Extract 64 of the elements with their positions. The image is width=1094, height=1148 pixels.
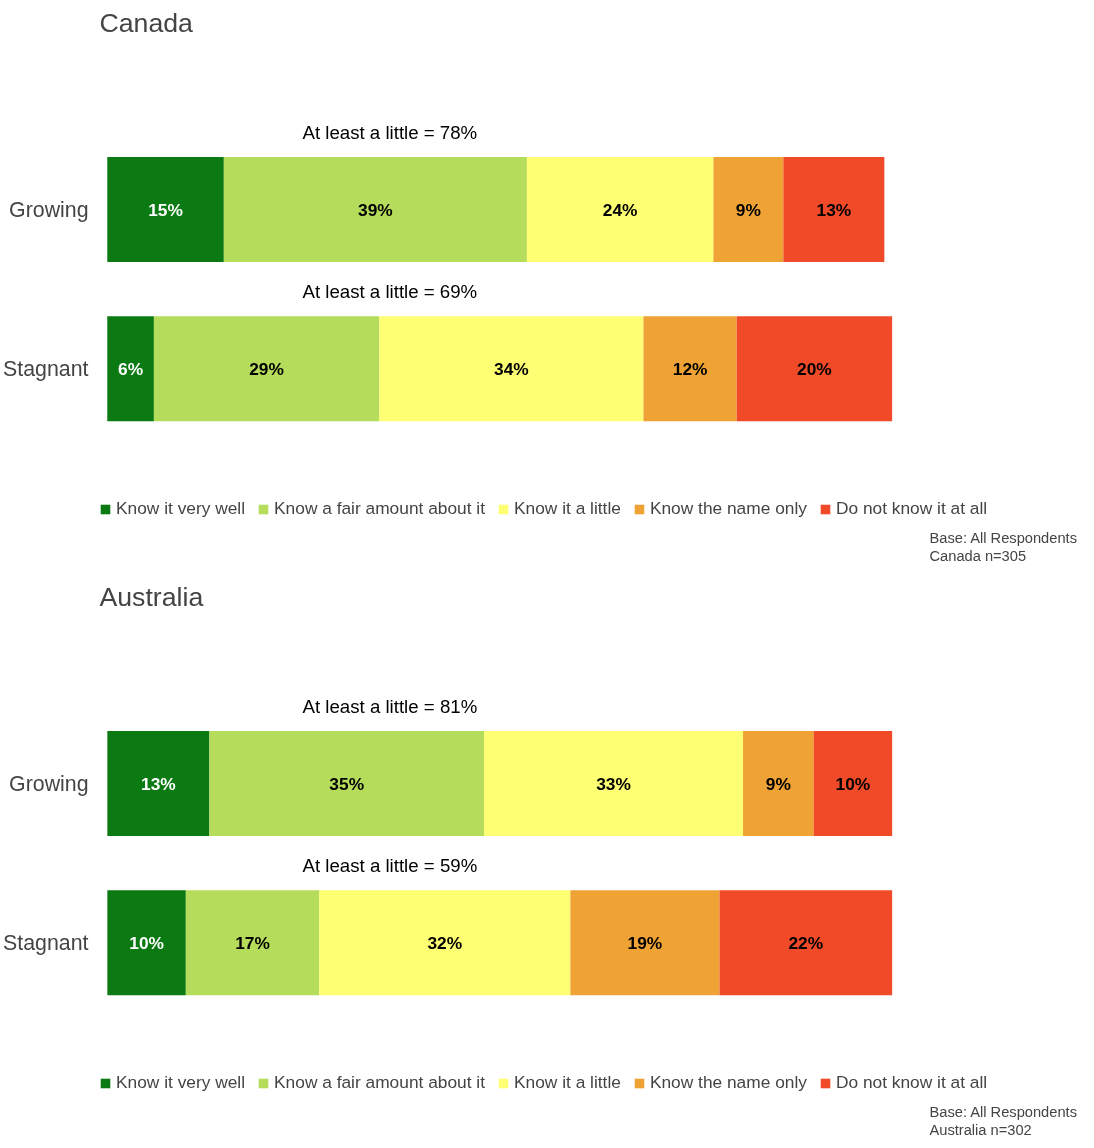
data-label: 19% bbox=[627, 932, 663, 953]
data-label: 29% bbox=[249, 358, 284, 379]
legend-label: Do not know it at all bbox=[835, 498, 988, 519]
bar bbox=[570, 890, 720, 996]
bar bbox=[107, 890, 186, 996]
data-label: 15% bbox=[148, 199, 183, 220]
text: Canada n=305 bbox=[929, 547, 1027, 564]
bar bbox=[813, 731, 893, 837]
y-tick-label: Stagnant bbox=[3, 356, 89, 381]
bar bbox=[743, 731, 814, 837]
data-label: 9% bbox=[765, 773, 791, 794]
text: Base: All Respondents bbox=[929, 1103, 1077, 1120]
legend-label: Do not know it at all bbox=[835, 1072, 988, 1093]
bar bbox=[107, 731, 210, 837]
bar bbox=[736, 316, 893, 422]
legend-label: Know it very well bbox=[116, 498, 246, 519]
data-label: 12% bbox=[672, 358, 708, 379]
legend-label: Know a fair amount about it bbox=[274, 498, 485, 519]
legend-label: Know it a little bbox=[514, 1072, 621, 1093]
bar bbox=[223, 157, 527, 263]
legend-label: Know it very well bbox=[116, 1072, 246, 1093]
text: Australia n=302 bbox=[929, 1121, 1032, 1138]
bar bbox=[153, 316, 380, 422]
bar bbox=[379, 316, 644, 422]
data-label: 10% bbox=[129, 932, 164, 953]
bar bbox=[107, 316, 154, 422]
data-label: 32% bbox=[427, 932, 463, 953]
bar bbox=[484, 731, 744, 837]
chart-title: Canada bbox=[99, 7, 194, 38]
data-label: 10% bbox=[835, 773, 871, 794]
bar bbox=[643, 316, 737, 422]
y-tick-label: Growing bbox=[9, 771, 89, 796]
legend-label: Know it a little bbox=[514, 498, 621, 519]
data-label: 6% bbox=[118, 358, 144, 379]
data-label: 35% bbox=[329, 773, 365, 794]
annotation: At least a little = 59% bbox=[302, 854, 478, 876]
bar bbox=[783, 157, 885, 263]
bar bbox=[713, 157, 784, 263]
bar bbox=[209, 731, 485, 837]
annotation: At least a little = 69% bbox=[302, 280, 478, 302]
data-label: 33% bbox=[596, 773, 631, 794]
bar bbox=[185, 890, 320, 996]
chart-title: Australia bbox=[99, 581, 204, 612]
legend-label: Know a fair amount about it bbox=[274, 1072, 485, 1093]
y-tick-label: Stagnant bbox=[3, 930, 89, 955]
data-label: 17% bbox=[235, 932, 270, 953]
legend-label: Know the name only bbox=[649, 498, 807, 519]
data-label: 20% bbox=[797, 358, 832, 379]
data-label: 22% bbox=[788, 932, 824, 953]
bar bbox=[526, 157, 714, 263]
data-label: 39% bbox=[358, 199, 393, 220]
data-label: 24% bbox=[602, 199, 638, 220]
data-label: 13% bbox=[816, 199, 852, 220]
data-label: 13% bbox=[141, 773, 176, 794]
bar bbox=[719, 890, 893, 996]
y-tick-label: Growing bbox=[9, 197, 89, 222]
annotation: At least a little = 78% bbox=[302, 121, 478, 143]
text: Base: All Respondents bbox=[929, 529, 1077, 546]
annotation: At least a little = 81% bbox=[302, 695, 478, 717]
data-label: 34% bbox=[494, 358, 529, 379]
bar bbox=[319, 890, 571, 996]
bar bbox=[107, 157, 224, 263]
data-label: 9% bbox=[735, 199, 761, 220]
legend-label: Know the name only bbox=[649, 1072, 807, 1093]
